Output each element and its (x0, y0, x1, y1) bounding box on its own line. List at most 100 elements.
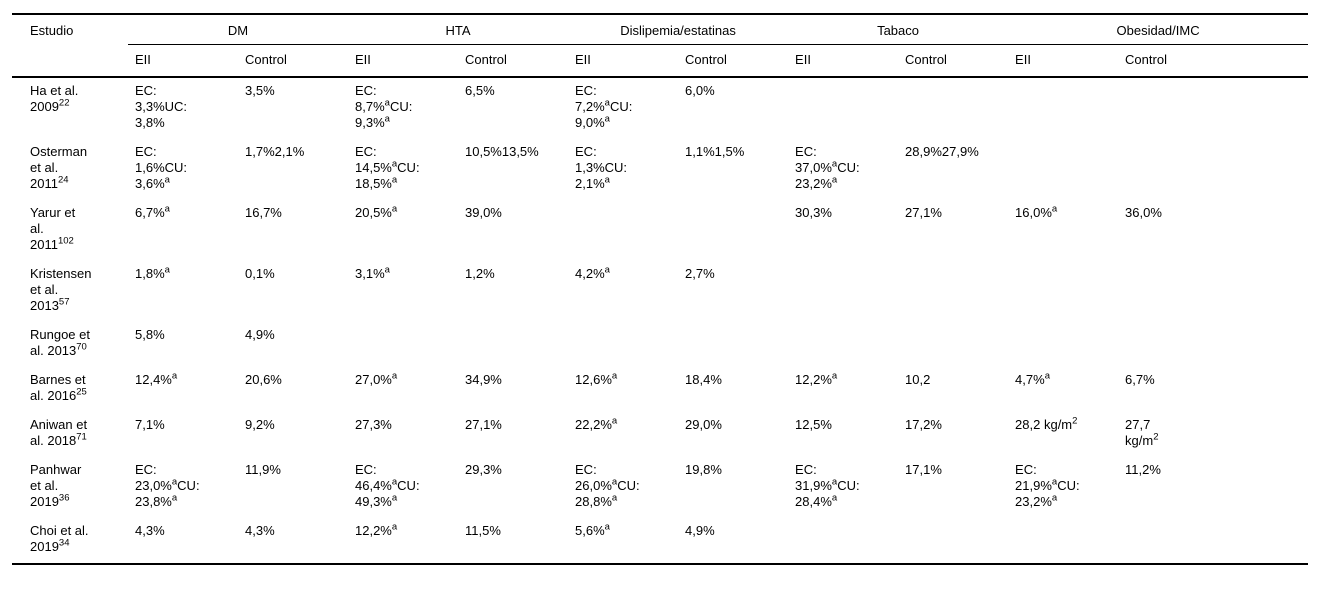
study-cell: Panhwar et al. 201936 (30, 462, 82, 509)
column-header-obesidad-eii: EII (1008, 44, 1119, 78)
cell-dislipemia-eii: 22,2%a (575, 415, 618, 432)
cell-dislipemia-eii: 12,6%a (575, 370, 618, 387)
cell-tabaco-control (898, 518, 1008, 564)
cell-tabaco-eii (788, 518, 898, 564)
column-header-hta-eii: EII (348, 44, 458, 78)
cell-obesidad-control (1118, 139, 1308, 200)
table-row: Barnes et al. 201625 12,4%a 20,6% 27,0%a 34,9… (12, 367, 1308, 412)
table-body: Ha et al. 200922 EC: 3,3%UC: 3,8% 3,5% EC: 8,7%… (12, 77, 1308, 564)
cell-dm-control: 0,1% (245, 266, 275, 281)
cell-dm-control: 11,9% (245, 462, 281, 477)
cell-dm-eii: 5,8% (135, 327, 165, 342)
cell-obesidad-eii: 28,2 kg/m2 (1015, 415, 1078, 432)
cell-obesidad-control: 11,2% (1125, 462, 1161, 477)
cell-hta-eii (348, 322, 458, 367)
cell-obesidad-control: 6,7% (1125, 372, 1155, 387)
cell-obesidad-control (1118, 77, 1308, 139)
cell-dm-control: 4,9% (245, 327, 275, 342)
cell-hta-eii: 3,1%a (355, 264, 390, 281)
cell-tabaco-control: 17,1% (905, 462, 942, 477)
cell-hta-eii: 27,0%a (355, 370, 398, 387)
cell-dislipemia-eii: EC: 26,0%aCU: 28,8%a (575, 462, 640, 509)
column-header-dm-eii: EII (128, 44, 238, 78)
cell-dislipemia-control: 18,4% (685, 372, 722, 387)
cell-obesidad-eii: 4,7%a (1015, 370, 1050, 387)
cell-dislipemia-control: 29,0% (685, 417, 722, 432)
cell-hta-control: 27,1% (465, 417, 502, 432)
cell-obesidad-eii (1008, 322, 1118, 367)
cell-dislipemia-control (678, 322, 788, 367)
cell-hta-control: 1,2% (465, 266, 495, 281)
cell-dislipemia-control: 4,9% (685, 523, 715, 538)
study-cell: Barnes et al. 201625 (30, 372, 87, 403)
cell-hta-control: 11,5% (465, 523, 501, 538)
cell-hta-control: 29,3% (465, 462, 502, 477)
column-header-tabaco-eii: EII (788, 44, 899, 78)
table-row: Aniwan et al. 201871 7,1% 9,2% 27,3% 27,1% 22,… (12, 412, 1308, 457)
cell-tabaco-eii: EC: 31,9%aCU: 28,4%a (795, 462, 860, 509)
cell-obesidad-control (1118, 518, 1308, 564)
cell-hta-control: 34,9% (465, 372, 502, 387)
cell-obesidad-control (1118, 322, 1308, 367)
cell-obesidad-eii: EC: 21,9%aCU: 23,2%a (1015, 462, 1080, 509)
cell-tabaco-control (898, 322, 1008, 367)
group-header-obesidad: Obesidad/IMC (1008, 14, 1309, 45)
cell-tabaco-eii: 12,2%a (795, 370, 838, 387)
study-cell: Rungoe et al. 201370 (30, 327, 90, 358)
cell-obesidad-eii (1008, 77, 1118, 139)
cell-hta-control (458, 322, 568, 367)
cell-obesidad-eii (1008, 261, 1118, 322)
cell-hta-eii: 27,3% (355, 417, 392, 432)
cell-obesidad-control (1118, 261, 1308, 322)
cell-dislipemia-eii: 4,2%a (575, 264, 610, 281)
column-header-obesidad-control: Control (1118, 44, 1309, 78)
table-row: Rungoe et al. 201370 5,8% 4,9% (12, 322, 1308, 367)
study-cell: Kristensen et al. 201357 (30, 266, 92, 313)
cell-dislipemia-eii: 5,6%a (575, 521, 610, 538)
column-header-estudio: Estudio (12, 14, 128, 78)
cell-hta-eii: 12,2%a (355, 521, 398, 538)
column-header-hta-control: Control (458, 44, 569, 78)
study-cell: Choi et al. 201934 (30, 523, 89, 554)
cell-obesidad-eii (1008, 139, 1118, 200)
cell-dm-control: 4,3% (245, 523, 275, 538)
cell-tabaco-control: 10,2 (905, 372, 931, 387)
table-row: Choi et al. 201934 4,3% 4,3% 12,2%a 11,5% 5,6%… (12, 518, 1308, 564)
cell-dm-eii: 1,8%a (135, 264, 170, 281)
cell-tabaco-eii (788, 322, 898, 367)
cell-tabaco-eii: 30,3% (795, 205, 832, 220)
cell-obesidad-eii (1008, 518, 1118, 564)
cell-tabaco-eii: 12,5% (795, 417, 832, 432)
cell-obesidad-control: 36,0% (1125, 205, 1162, 220)
group-header-dm: DM (128, 14, 348, 45)
cell-tabaco-control: 27,1% (905, 205, 942, 220)
study-cell: Yarur et al. 2011102 (30, 205, 76, 252)
group-header-tabaco: Tabaco (788, 14, 1009, 45)
cell-dm-control: 16,7% (245, 205, 282, 220)
column-header-dm-control: Control (238, 44, 348, 78)
column-header-dislipemia-eii: EII (568, 44, 679, 78)
cell-tabaco-control (898, 77, 1008, 139)
cell-dislipemia-control: 6,0% (685, 83, 715, 98)
table-row: Yarur et al. 2011102 6,7%a 16,7% 20,5%a 39,0% 3… (12, 200, 1308, 261)
cell-tabaco-control: 28,9%27,9% (905, 144, 979, 159)
column-header-tabaco-control: Control (898, 44, 1009, 78)
cell-dislipemia-eii: EC: 7,2%aCU: 9,0%a (575, 83, 633, 130)
cell-tabaco-eii (788, 261, 898, 322)
table-header: Estudio DM HTA Dislipemia/estatinas Tabaco O… (12, 14, 1309, 78)
table-row: Kristensen et al. 201357 1,8%a 0,1% 3,1%a 1,2%… (12, 261, 1308, 322)
table-row: Ha et al. 200922 EC: 3,3%UC: 3,8% 3,5% EC: 8,7%… (12, 77, 1308, 139)
cell-dm-control: 20,6% (245, 372, 282, 387)
cell-dislipemia-control: 19,8% (685, 462, 722, 477)
cell-tabaco-control (898, 261, 1008, 322)
cell-hta-eii: 20,5%a (355, 203, 398, 220)
cell-dm-control: 9,2% (245, 417, 275, 432)
cell-hta-control: 10,5%13,5% (465, 144, 539, 159)
group-header-dislipemia: Dislipemia/estatinas (568, 14, 789, 45)
cell-dislipemia-control: 2,7% (685, 266, 715, 281)
study-cell: Osterman et al. 201124 (30, 144, 88, 191)
cell-dislipemia-eii: EC: 1,3%CU: 2,1%a (575, 144, 628, 191)
cell-hta-control: 6,5% (465, 83, 495, 98)
cell-dm-eii: EC: 3,3%UC: 3,8% (135, 83, 188, 130)
